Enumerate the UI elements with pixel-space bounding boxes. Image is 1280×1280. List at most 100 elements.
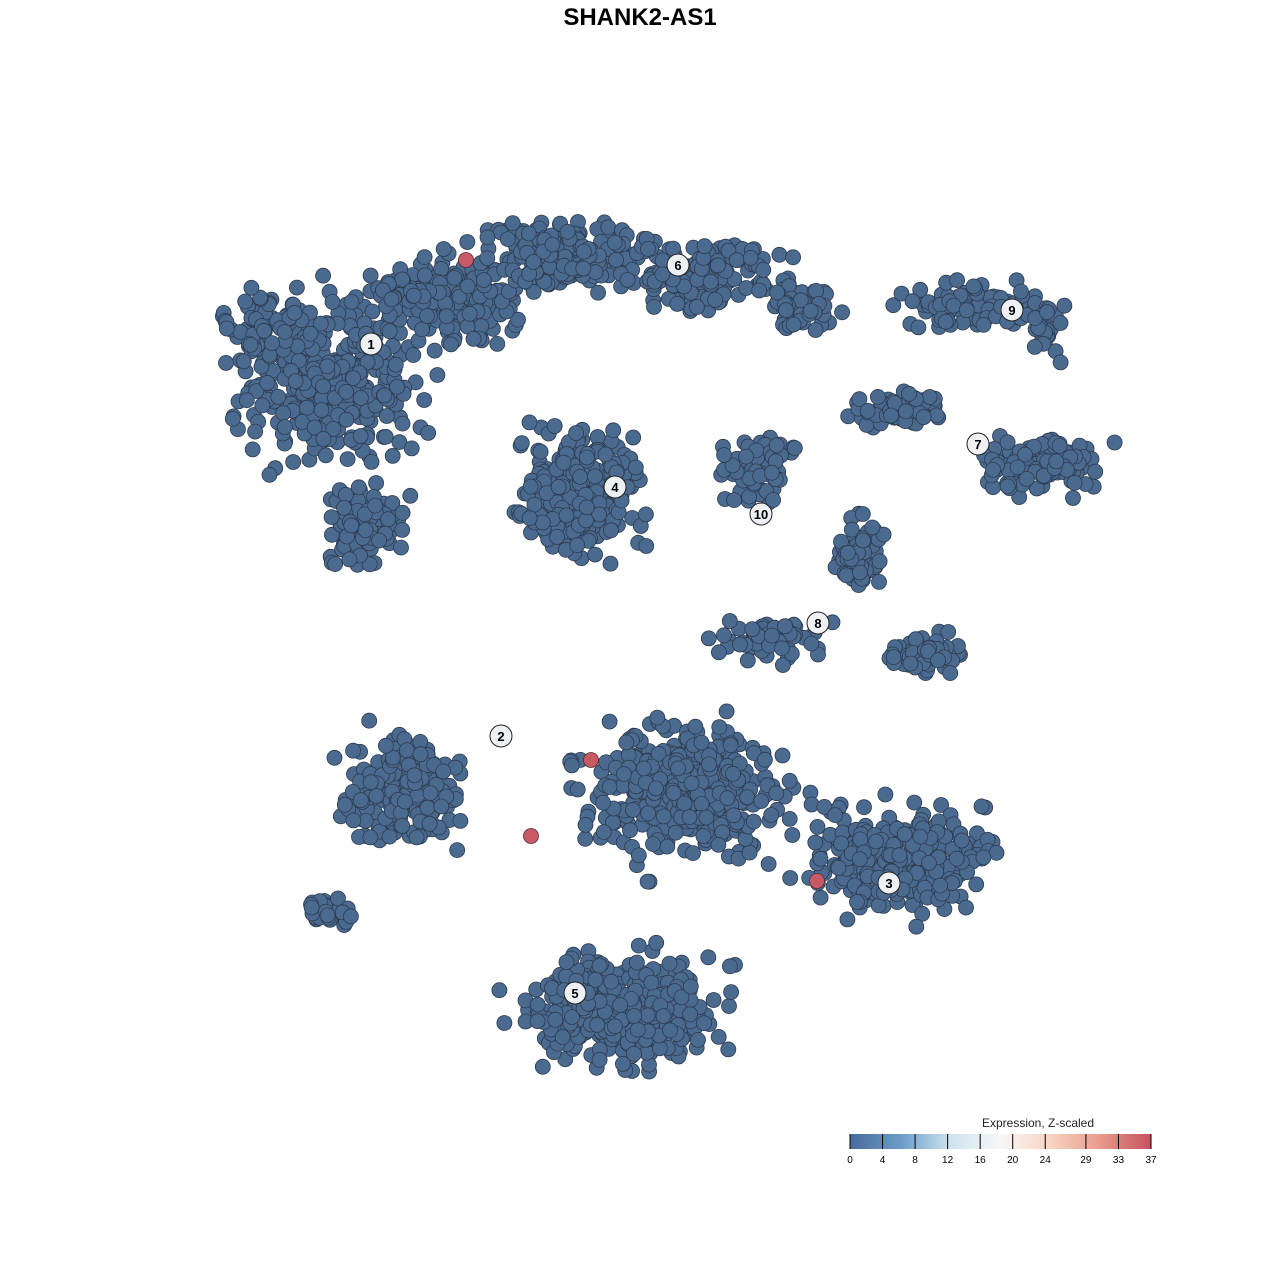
cell-point: [343, 293, 360, 310]
cell-point: [324, 293, 341, 310]
cell-point: [739, 789, 755, 805]
cell-point: [405, 347, 422, 364]
cell-point: [774, 747, 791, 764]
cluster-label: 10: [754, 507, 768, 522]
cell-point: [569, 537, 586, 554]
cell-point: [973, 798, 990, 815]
cell-point: [554, 1029, 571, 1045]
cell-point: [912, 281, 929, 298]
cell-point: [313, 402, 330, 419]
cell-point: [350, 479, 367, 496]
cell-point: [394, 818, 411, 834]
cell-point: [602, 555, 619, 572]
cell-point: [408, 829, 425, 846]
cell-point: [808, 282, 824, 299]
cell-point: [646, 298, 662, 315]
cell-point: [412, 746, 429, 763]
cell-point: [459, 234, 476, 250]
cell-point: [380, 511, 396, 528]
cell-point: [587, 972, 604, 988]
cell-point: [529, 1013, 546, 1030]
cell-point: [630, 937, 647, 954]
cell-point: [655, 1008, 672, 1024]
cell-point: [526, 496, 543, 513]
cell-point: [591, 1051, 608, 1068]
cell-point: [459, 278, 476, 295]
cell-point: [640, 240, 656, 257]
cell-point: [435, 241, 452, 257]
cell-point: [591, 957, 608, 974]
cell-point: [513, 435, 530, 452]
cell-point: [724, 457, 741, 474]
cell-point: [303, 899, 320, 916]
cell-point: [259, 374, 276, 391]
cell-point: [529, 996, 546, 1013]
cell-point: [608, 252, 624, 268]
cell-point: [701, 756, 717, 773]
cell-point: [1065, 490, 1081, 506]
cell-point: [525, 254, 542, 270]
cell-point: [937, 313, 954, 330]
cell-point: [908, 918, 925, 935]
cell-point: [742, 249, 759, 266]
cell-point: [402, 487, 419, 504]
chart-title: SHANK2-AS1: [563, 4, 717, 31]
cell-point: [638, 538, 655, 554]
cell-point: [921, 389, 938, 405]
cell-point: [461, 305, 478, 322]
cell-point: [612, 997, 628, 1013]
cell-point: [722, 737, 739, 753]
cell-point: [696, 1015, 712, 1032]
cell-point: [546, 418, 563, 434]
cell-point: [419, 799, 436, 816]
cell-point: [738, 280, 755, 296]
cell-point: [902, 655, 919, 672]
cell-point: [901, 385, 917, 402]
cell-point: [705, 992, 722, 1008]
cell-point: [868, 833, 884, 850]
cell-point: [999, 434, 1016, 451]
cell-point: [732, 636, 748, 653]
cell-point: [716, 627, 732, 644]
cell-point: [568, 425, 584, 441]
cell-point: [422, 785, 439, 801]
cell-point: [575, 243, 592, 260]
cell-point: [1052, 315, 1069, 331]
cell-point: [661, 955, 678, 972]
cell-point: [739, 652, 756, 669]
cell-point: [768, 437, 785, 454]
cell-point: [378, 408, 395, 424]
cell-point: [852, 564, 868, 581]
cell-point: [323, 509, 340, 525]
cell-point: [465, 330, 482, 347]
cell-point: [930, 652, 946, 669]
cell-point: [785, 249, 801, 266]
cell-point: [830, 860, 847, 876]
cell-point: [381, 323, 398, 340]
cell-point: [807, 834, 824, 851]
cell-point: [416, 267, 433, 284]
cluster-label: 2: [497, 729, 504, 744]
cell-point: [377, 428, 394, 445]
colorbar-tick-label: 8: [912, 1155, 918, 1166]
cell-point: [345, 370, 362, 387]
cell-point: [726, 492, 742, 509]
cell-point: [558, 507, 575, 524]
cell-point: [838, 567, 855, 584]
cell-point: [910, 319, 927, 336]
cell-point: [883, 407, 899, 424]
cell-point: [760, 856, 777, 872]
cell-point: [544, 236, 561, 253]
cell-point: [452, 813, 469, 829]
cell-point: [496, 1015, 513, 1031]
cell-point: [590, 284, 606, 301]
cell-point: [932, 877, 949, 894]
cell-point: [361, 712, 378, 729]
cell-point: [745, 813, 762, 830]
cell-point: [558, 954, 575, 970]
cell-point: [693, 796, 710, 812]
cell-point: [757, 751, 773, 768]
cell-point: [238, 392, 255, 409]
cell-point: [843, 521, 860, 538]
